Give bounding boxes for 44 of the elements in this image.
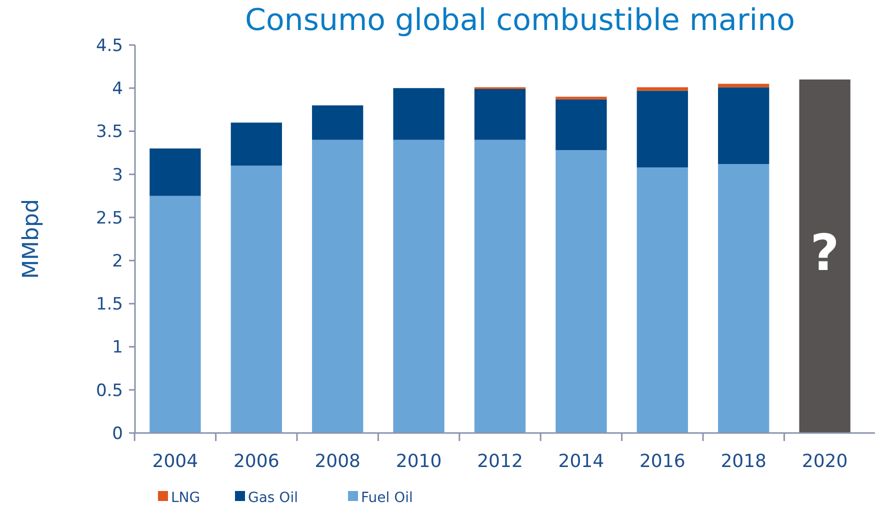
bar (312, 105, 364, 140)
legend-label: LNG (171, 490, 200, 506)
chart-title: Consumo global combustible marino (245, 3, 795, 38)
x-tick-label: 2004 (152, 451, 198, 472)
bar (636, 87, 688, 91)
bar (718, 164, 770, 433)
bar (636, 90, 688, 168)
x-tick-label: 2020 (802, 451, 848, 472)
legend-label: Gas Oil (248, 490, 298, 506)
x-tick-label: 2008 (314, 451, 361, 472)
x-tick-label: 2010 (396, 451, 442, 472)
bar (393, 88, 444, 140)
legend-label: Fuel Oil (361, 490, 413, 506)
y-tick-label: 2 (112, 252, 123, 272)
bar (799, 79, 850, 433)
y-tick-label: 0.5 (96, 380, 123, 401)
y-tick-label: 3 (112, 165, 123, 186)
bar (636, 167, 688, 433)
x-tick-label: 2012 (477, 451, 523, 472)
y-tick-label: 4.5 (96, 36, 123, 56)
annotation: ? (810, 224, 840, 282)
bar (312, 140, 364, 433)
bar (718, 87, 770, 164)
x-tick-label: 2006 (233, 451, 280, 472)
y-tick-label: 0 (112, 424, 123, 444)
bar (556, 99, 607, 150)
bar (556, 96, 607, 100)
bar (150, 148, 201, 196)
y-tick-label: 1 (112, 338, 123, 358)
x-tick-label: 2018 (720, 451, 767, 472)
bar (150, 196, 201, 433)
bar (230, 122, 282, 166)
bar (474, 140, 526, 433)
bar (230, 166, 282, 433)
y-tick-label: 4 (112, 79, 123, 100)
y-tick-label: 3.5 (96, 122, 123, 142)
bar (393, 140, 444, 433)
bar (556, 150, 607, 433)
x-tick-label: 2016 (639, 451, 686, 472)
y-tick-label: 1.5 (96, 294, 123, 315)
y-tick-label: 2.5 (96, 208, 123, 228)
y-axis-title: MMbpd (19, 199, 44, 279)
bar (474, 88, 526, 140)
x-tick-label: 2014 (558, 451, 604, 472)
